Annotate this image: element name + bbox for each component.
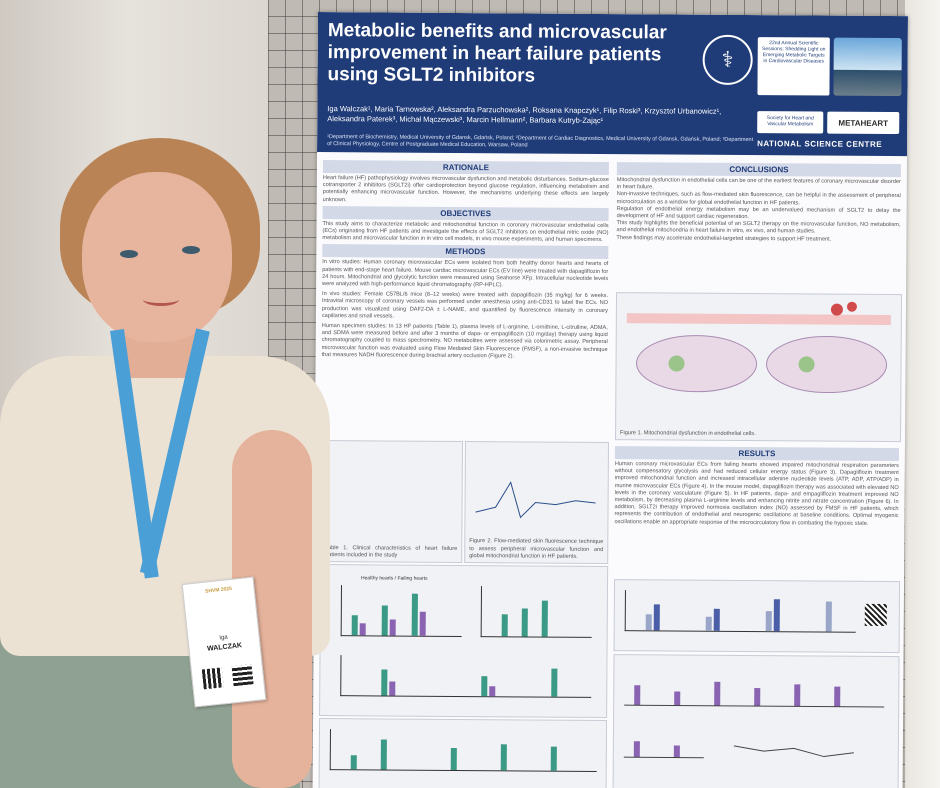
bar xyxy=(359,623,366,636)
bar xyxy=(521,608,528,637)
figure1-caption: Figure 1. Mitochondrial dysfunction in e… xyxy=(620,429,756,437)
bar xyxy=(489,686,496,697)
fig4-chart xyxy=(329,729,597,772)
bar xyxy=(380,739,387,770)
results-block: RESULTS Human coronary microvascular ECs… xyxy=(614,444,899,528)
bar xyxy=(481,676,488,697)
society-logo: Society for Heart and Vascular Metabolis… xyxy=(757,111,824,134)
qr-code-icon xyxy=(864,603,887,626)
methods-text-human: Human specimen studies: In 13 HF patient… xyxy=(321,323,608,360)
figure5-panel xyxy=(613,579,901,654)
conclusions-list: Mitochondrial dysfunction in endothelial… xyxy=(616,177,900,244)
methods-text-in-vivo: In vivo studies: Female C57BL/6 mice (8–… xyxy=(321,291,609,320)
methods-text-in-vitro: In vitro studies: Human coronary microva… xyxy=(322,259,609,289)
bar xyxy=(501,614,508,637)
badge-qr-icon xyxy=(231,664,254,687)
badge-qr-icon xyxy=(201,667,224,690)
figure4-panel xyxy=(318,718,608,788)
legend-failing: Failing hearts xyxy=(397,575,428,582)
bar xyxy=(541,600,548,637)
poster-authors: Iga Walczak¹, Maria Tarnowska², Aleksand… xyxy=(327,104,722,125)
city-photo xyxy=(833,37,902,97)
research-poster: Metabolic benefits and microvascular imp… xyxy=(312,12,908,788)
bar xyxy=(381,669,388,696)
poster-affiliations: ¹Department of Biochemistry, Medical Uni… xyxy=(327,134,754,149)
bar xyxy=(550,746,557,771)
endothelial-cell-diagram xyxy=(626,301,891,394)
person-face xyxy=(82,172,232,342)
fig3-chart-c xyxy=(340,655,592,698)
bar xyxy=(713,608,720,631)
table1-panel: Table 1. Clinical characteristics of hea… xyxy=(320,440,464,564)
metaheart-logo: METAHEART xyxy=(827,111,900,135)
conference-logo: 22nd Annual Scientific Sessions: Sheddin… xyxy=(757,37,830,96)
figure3-panel: Healthy hearts / Failing hearts xyxy=(319,564,609,719)
bar xyxy=(773,599,780,632)
bar xyxy=(500,744,507,771)
bar xyxy=(645,614,652,631)
poster-header: Metabolic benefits and microvascular imp… xyxy=(317,12,908,157)
rationale-text: Heart failure (HF) pathophysiology invol… xyxy=(322,175,609,203)
background-window xyxy=(905,0,940,788)
bar xyxy=(389,619,396,636)
figure1-schematic: Figure 1. Mitochondrial dysfunction in e… xyxy=(615,292,903,443)
fig3-chart-b xyxy=(480,586,592,638)
bar xyxy=(381,605,388,636)
objectives-text: This study aims to characterize metaboli… xyxy=(322,220,609,244)
fmsf-trace-chart xyxy=(475,481,596,519)
person-eye-left xyxy=(120,250,138,258)
person-eye-right xyxy=(182,246,200,254)
ncn-logo: NATIONAL SCIENCE CENTRE xyxy=(757,139,883,149)
poster-right-column: CONCLUSIONS Mitochondrial dysfunction in… xyxy=(616,160,901,244)
badge-event: SHVM 2025 xyxy=(204,585,233,595)
conclusion-item: These findings may accelerate endothelia… xyxy=(616,234,832,243)
section-conclusions: CONCLUSIONS xyxy=(616,162,901,178)
figure2-panel: Figure 2. Flow-mediated skin fluorescenc… xyxy=(464,441,610,565)
bar xyxy=(765,611,772,632)
bar xyxy=(419,611,426,636)
bar xyxy=(450,747,457,770)
results-text: Human coronary microvascular ECs from fa… xyxy=(614,461,899,527)
bar xyxy=(351,615,358,636)
table1-caption: Table 1. Clinical characteristics of hea… xyxy=(325,544,458,559)
bar xyxy=(825,601,832,632)
bar xyxy=(350,755,357,770)
figure6-panel xyxy=(612,654,900,788)
section-methods: METHODS xyxy=(322,244,609,260)
bar xyxy=(389,681,396,696)
fig6-dot-plots xyxy=(623,681,885,759)
bar xyxy=(653,604,660,631)
section-results: RESULTS xyxy=(614,446,899,462)
section-rationale: RATIONALE xyxy=(322,160,609,176)
university-seal-icon: ⚕ xyxy=(702,34,753,86)
name-badge: SHVM 2025 Iga WALCZAK xyxy=(181,576,267,708)
bar xyxy=(551,668,558,697)
fig5-chart xyxy=(624,590,856,633)
poster-left-column: RATIONALE Heart failure (HF) pathophysio… xyxy=(322,158,609,361)
figure2-caption: Figure 2. Flow-mediated skin fluorescenc… xyxy=(469,538,604,560)
legend-healthy: Healthy hearts xyxy=(361,575,394,582)
person-smile xyxy=(143,293,179,306)
poster-title: Metabolic benefits and microvascular imp… xyxy=(327,20,667,87)
bar xyxy=(705,616,712,631)
fig3-chart-a xyxy=(340,585,462,638)
bar xyxy=(411,593,418,636)
conclusion-item: This study highlights the beneficial pot… xyxy=(616,220,901,235)
section-objectives: OBJECTIVES xyxy=(322,205,609,221)
